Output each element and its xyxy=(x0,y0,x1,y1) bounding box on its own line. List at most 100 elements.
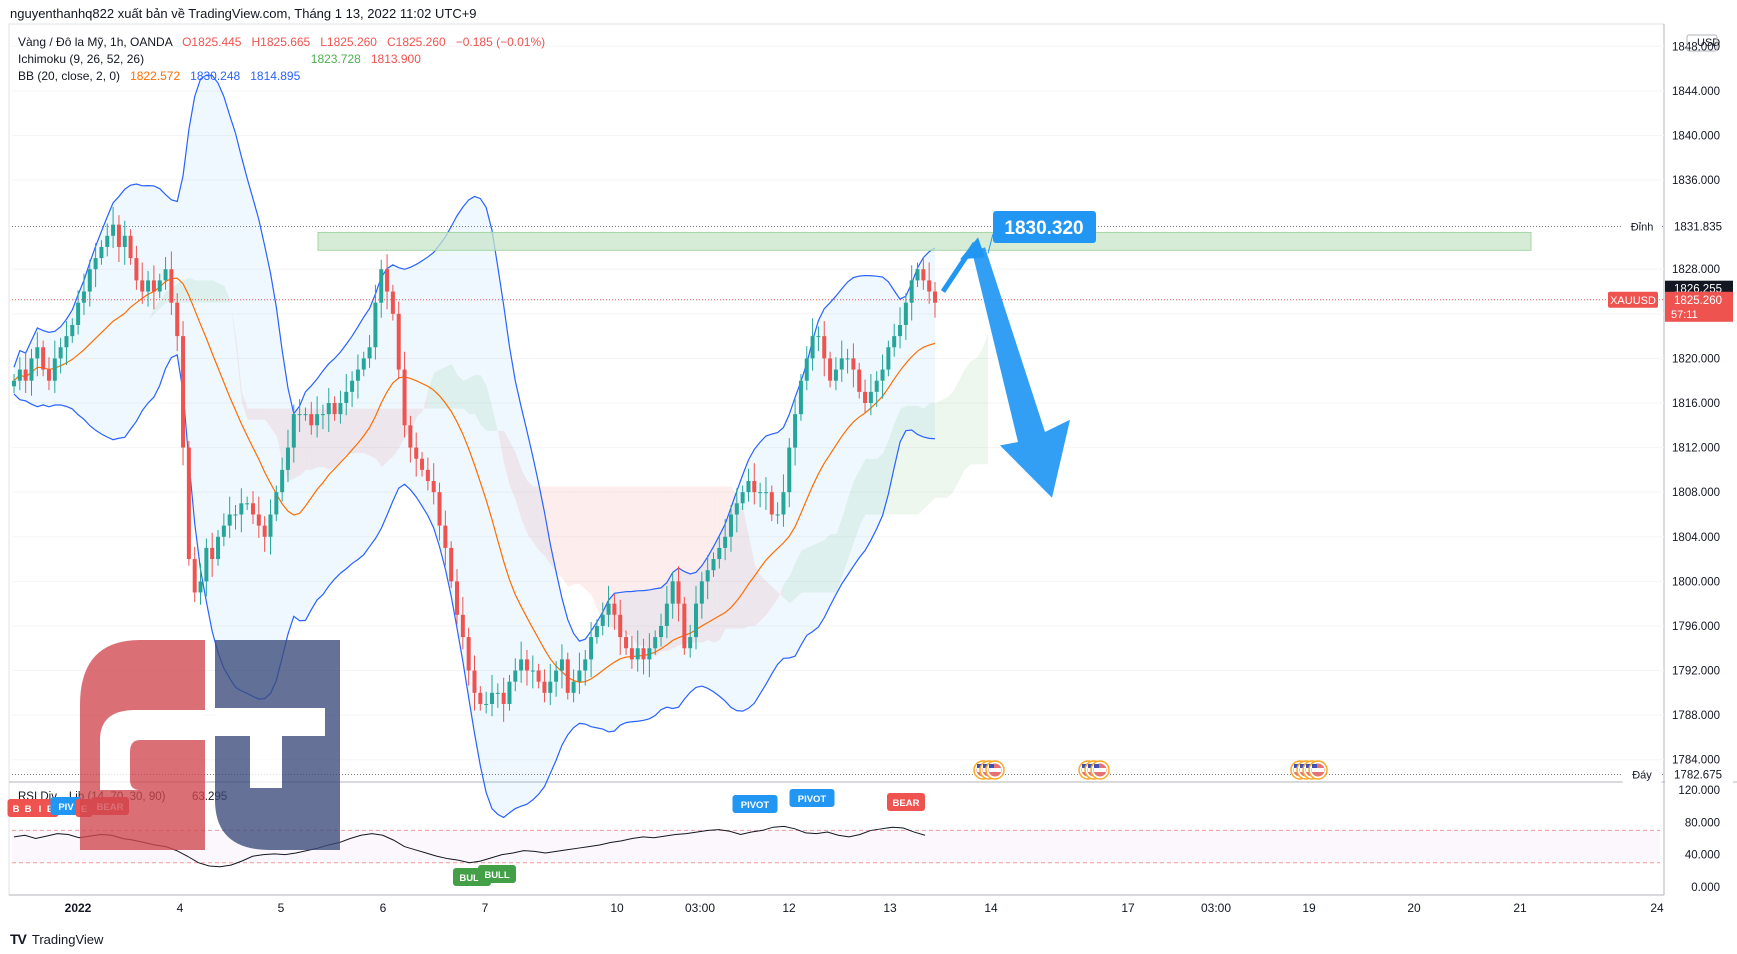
candle-up xyxy=(589,637,594,660)
price-axis: 1848.000 1844.000 1840.000 1836.000 1828.000… xyxy=(1672,41,1720,766)
bb-basis-line xyxy=(13,277,936,683)
rsi-signal-pivot: PIVOT xyxy=(732,795,778,813)
svg-text:B: B xyxy=(25,804,32,815)
cloud-bull-segment xyxy=(171,283,178,303)
candle-up xyxy=(291,414,296,448)
cloud-bear-segment xyxy=(416,408,423,417)
cloud-bull-segment xyxy=(830,533,837,593)
cloud-bear-segment xyxy=(702,486,709,643)
legend-bb-row[interactable]: BB (20, close, 2, 0) 1822.572 1830.248 1… xyxy=(18,68,545,85)
candle-down xyxy=(396,313,401,370)
bb-upper-line xyxy=(13,74,936,642)
resistance-zone-layer xyxy=(317,231,1532,251)
grid-layer xyxy=(12,45,1664,761)
candle-down xyxy=(478,692,483,704)
cloud-bull-segment xyxy=(189,277,196,303)
rsi-signal-piv: PIV xyxy=(50,797,82,815)
cloud-bull-segment xyxy=(813,542,820,593)
candle-up xyxy=(781,492,786,515)
rsi-axis: 120.000 80.000 40.000 0.000 xyxy=(1678,785,1720,894)
cloud-bear-segment xyxy=(527,481,534,543)
cloud-bear-segment xyxy=(597,486,604,624)
candle-up xyxy=(694,603,699,638)
cloud-bear-segment xyxy=(673,486,680,649)
bottom-level-value-box xyxy=(1665,766,1733,783)
candle-up xyxy=(157,280,162,292)
candle-down xyxy=(151,280,156,292)
footer-brand[interactable]: TV TradingView xyxy=(10,931,103,947)
bb-label: BB (20, close, 2, 0) xyxy=(18,69,121,83)
cloud-bull-segment xyxy=(871,458,878,515)
cloud-bear-segment xyxy=(568,486,575,587)
candle-down xyxy=(262,525,267,537)
cloud-bear-segment xyxy=(265,408,272,429)
cloud-bear-segment xyxy=(241,391,248,420)
candle-down xyxy=(624,637,629,649)
candle-up xyxy=(87,269,92,292)
candle-down xyxy=(460,614,465,638)
candle-up xyxy=(740,492,745,504)
candle-down xyxy=(134,258,139,281)
candle-up xyxy=(915,269,920,281)
candle-down xyxy=(828,358,833,381)
candle-down xyxy=(769,492,774,515)
candle-up xyxy=(198,581,203,593)
candle-up xyxy=(880,369,885,381)
candle-down xyxy=(921,269,926,281)
cloud-bear-segment xyxy=(259,408,266,420)
candle-down xyxy=(863,391,868,403)
candle-up xyxy=(810,336,815,359)
currency-box[interactable] xyxy=(1686,34,1718,52)
candle-up xyxy=(816,336,821,338)
cloud-bull-segment xyxy=(212,280,219,303)
ohlc-low: L1825.260 xyxy=(320,35,377,49)
cloud-bear-segment xyxy=(714,486,720,643)
candle-up xyxy=(635,648,640,660)
cloud-bull-segment xyxy=(958,369,965,482)
candle-down xyxy=(41,347,46,370)
cloud-bull-segment xyxy=(201,280,207,303)
cloud-bull-segment xyxy=(475,375,481,426)
svg-text:BULL: BULL xyxy=(484,870,510,881)
candle-up xyxy=(484,703,489,705)
candle-down xyxy=(425,469,430,482)
candle-down xyxy=(933,291,937,303)
down-arrow xyxy=(972,247,1070,498)
candle-up xyxy=(93,258,98,270)
cloud-bull-segment xyxy=(457,375,464,409)
candle-down xyxy=(23,369,28,381)
candle-up xyxy=(758,492,763,494)
cloud-bear-segment xyxy=(276,408,283,465)
cloud-bull-segment xyxy=(480,375,487,431)
candle-down xyxy=(641,648,646,660)
cloud-bull-segment xyxy=(929,403,936,504)
candle-up xyxy=(903,302,908,325)
candle-up xyxy=(274,492,279,515)
cloud-bear-segment xyxy=(341,408,347,462)
candle-down xyxy=(472,670,477,693)
candle-up xyxy=(280,469,285,493)
candle-up xyxy=(723,536,728,548)
candle-up xyxy=(653,637,658,649)
candle-down xyxy=(676,581,681,604)
cloud-bull-segment xyxy=(970,358,977,465)
candle-up xyxy=(798,380,803,415)
candle-down xyxy=(629,648,634,660)
legend-symbol-row[interactable]: Vàng / Đô la Mỹ, 1h, OANDA O1825.445 H18… xyxy=(18,34,545,51)
rsi-signal-bear: BEAR xyxy=(887,793,925,811)
time-tick-label: 24 xyxy=(1650,901,1664,915)
candle-down xyxy=(501,692,506,704)
bollinger-bands xyxy=(13,74,936,819)
candle-up xyxy=(571,681,576,693)
legend-ichimoku-row[interactable]: Ichimoku (9, 26, 52, 26) 1823.728 1813.9… xyxy=(18,51,545,68)
candle-down xyxy=(437,492,442,526)
cloud-bear-segment xyxy=(504,430,511,487)
top-level-tag-box xyxy=(1622,218,1662,235)
candle-down xyxy=(332,403,337,415)
price-tick-label: 1840.000 xyxy=(1672,130,1720,142)
cloud-bear-segment xyxy=(393,408,400,456)
cloud-bear-segment xyxy=(556,486,563,579)
